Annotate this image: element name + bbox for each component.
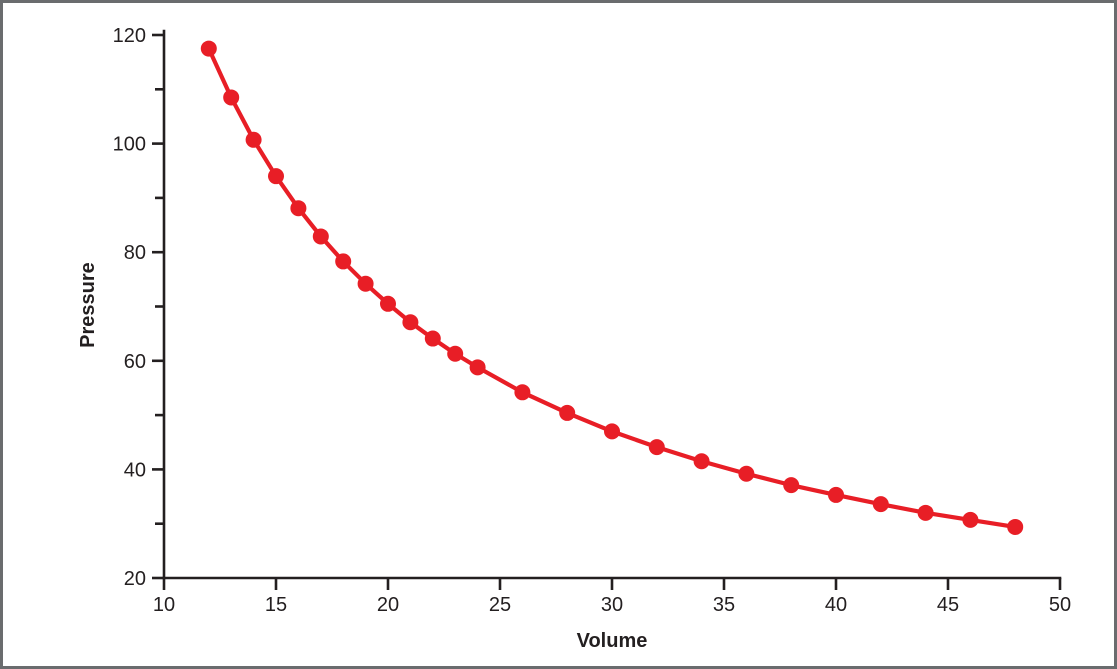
x-tick-label: 50 <box>1049 594 1071 616</box>
x-axis-ticks: 10 15 20 25 30 35 40 45 50 <box>153 578 1071 616</box>
data-point <box>872 496 889 513</box>
y-tick-label: 100 <box>113 134 146 156</box>
axes <box>162 29 1062 580</box>
x-axis-title: Volume <box>577 630 648 652</box>
data-point <box>357 275 374 292</box>
x-tick-label: 45 <box>937 594 959 616</box>
pressure-volume-chart: 10 15 20 25 30 35 40 45 50 20 40 60 80 100 120 Volume Pr… <box>77 25 1071 652</box>
data-point <box>380 295 396 312</box>
data-point <box>200 40 217 57</box>
y-tick-label: 20 <box>124 568 146 590</box>
x-tick-label: 30 <box>601 594 623 616</box>
data-point <box>335 253 352 270</box>
data-point <box>693 453 710 470</box>
data-point <box>738 465 755 482</box>
data-point <box>783 477 800 494</box>
data-point <box>514 384 531 401</box>
data-point <box>917 504 934 521</box>
data-point <box>268 168 284 185</box>
data-line <box>206 46 1018 530</box>
x-tick-label: 20 <box>377 594 399 616</box>
data-point <box>424 330 441 347</box>
x-tick-label: 35 <box>713 594 735 616</box>
x-tick-label: 40 <box>825 594 847 616</box>
x-tick-label: 10 <box>153 594 175 616</box>
x-tick-label: 15 <box>265 594 287 616</box>
data-point <box>245 131 262 148</box>
data-point <box>962 511 979 528</box>
data-point <box>604 423 620 440</box>
data-point <box>312 228 329 245</box>
data-point <box>469 359 486 376</box>
y-axis-title: Pressure <box>77 262 99 348</box>
data-point <box>1007 518 1024 535</box>
data-point <box>402 314 419 331</box>
data-points <box>200 40 1024 535</box>
data-point <box>290 200 307 217</box>
y-tick-label: 80 <box>124 242 146 264</box>
data-point <box>828 486 844 503</box>
data-point <box>648 439 665 456</box>
data-point <box>223 89 240 106</box>
y-tick-label: 120 <box>113 25 146 47</box>
x-tick-label: 25 <box>489 594 511 616</box>
y-axis-ticks: 20 40 60 80 100 120 <box>113 25 164 590</box>
y-tick-label: 60 <box>124 351 146 373</box>
data-point <box>559 404 576 421</box>
data-point <box>447 345 464 362</box>
y-tick-label: 40 <box>124 459 146 481</box>
